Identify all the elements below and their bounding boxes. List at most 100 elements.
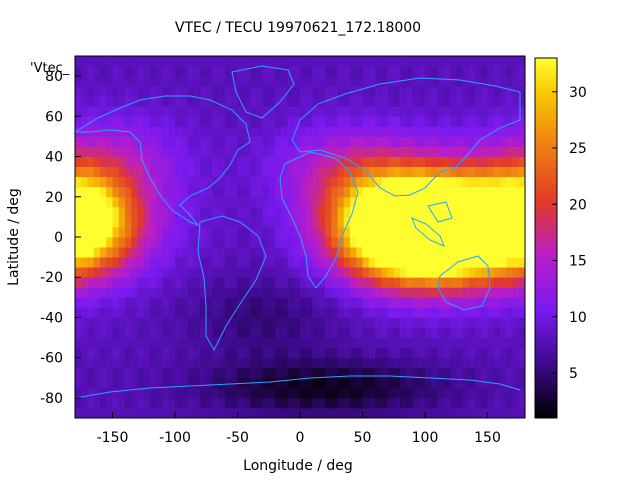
heatmap-cell: [331, 397, 338, 409]
heatmap-cell: [381, 146, 388, 157]
heatmap-cell: [231, 367, 238, 379]
heatmap-cell: [393, 237, 401, 248]
heatmap-cell: [193, 116, 201, 127]
heatmap-cell: [275, 176, 282, 188]
heatmap-cell: [137, 407, 145, 419]
heatmap-cell: [368, 397, 376, 409]
heatmap-cell: [125, 377, 132, 389]
heatmap-cell: [406, 407, 413, 419]
heatmap-cell: [281, 267, 288, 278]
heatmap-cell: [212, 327, 220, 338]
heatmap-cell: [312, 357, 320, 369]
coastline-europe-asia: [291, 77, 521, 197]
heatmap-cell: [356, 146, 363, 157]
heatmap-cell: [125, 196, 132, 208]
heatmap-cell: [275, 407, 282, 419]
heatmap-cell: [350, 337, 357, 349]
heatmap-cell: [256, 397, 263, 409]
heatmap-cell: [350, 377, 357, 389]
heatmap-cell: [143, 206, 151, 218]
heatmap-cell: [406, 216, 413, 228]
heatmap-cell: [125, 367, 132, 379]
heatmap-cell: [512, 287, 520, 298]
heatmap-cell: [418, 307, 426, 318]
heatmap-cell: [87, 86, 95, 97]
heatmap-cell: [268, 226, 276, 238]
heatmap-cell: [206, 277, 213, 288]
heatmap-cell: [150, 337, 157, 349]
heatmap-cell: [237, 367, 245, 379]
heatmap-cell: [175, 96, 182, 107]
heatmap-cell: [287, 407, 295, 419]
heatmap-cell: [256, 116, 263, 127]
heatmap-cell: [387, 357, 395, 369]
heatmap-cell: [175, 156, 182, 168]
heatmap-cell: [406, 226, 413, 238]
heatmap-cell: [412, 206, 420, 218]
heatmap-cell: [381, 76, 388, 87]
heatmap-cell: [231, 237, 238, 248]
heatmap-cell: [81, 166, 88, 178]
heatmap-cell: [181, 116, 188, 127]
heatmap-cell: [331, 106, 338, 117]
heatmap-cell: [137, 327, 145, 338]
heatmap-cell: [293, 146, 301, 157]
heatmap-cell: [137, 126, 145, 137]
heatmap-cell: [487, 327, 495, 338]
heatmap-cell: [375, 206, 382, 218]
heatmap-cell: [512, 196, 520, 208]
heatmap-cell: [106, 66, 113, 77]
heatmap-cell: [262, 86, 270, 97]
heatmap-cell: [237, 257, 245, 268]
heatmap-cell: [450, 226, 457, 238]
heatmap-cell: [450, 216, 457, 228]
heatmap-cell: [493, 126, 501, 137]
heatmap-cell: [193, 216, 201, 228]
heatmap-cell: [106, 126, 113, 137]
heatmap-cell: [312, 267, 320, 278]
heatmap-cell: [381, 397, 388, 409]
heatmap-cell: [400, 257, 407, 268]
heatmap-cell: [287, 166, 295, 178]
heatmap-cell: [475, 317, 482, 328]
heatmap-cell: [281, 337, 288, 349]
heatmap-cell: [225, 267, 232, 278]
heatmap-cell: [275, 387, 282, 399]
heatmap-cell: [218, 277, 226, 288]
x-tick-label: -50: [226, 430, 249, 446]
heatmap-cell: [300, 136, 307, 147]
heatmap-cell: [275, 347, 282, 359]
heatmap-cell: [337, 327, 345, 338]
heatmap-cell: [150, 277, 157, 288]
heatmap-cell: [137, 317, 145, 328]
heatmap-cell: [112, 206, 120, 218]
x-tick-label: -100: [159, 430, 191, 446]
heatmap-cell: [431, 146, 438, 157]
heatmap-cell: [500, 186, 507, 198]
heatmap-cell: [212, 76, 220, 87]
heatmap-cell: [300, 206, 307, 218]
heatmap-cell: [275, 146, 282, 157]
heatmap-cell: [93, 86, 101, 97]
heatmap-cell: [493, 86, 501, 97]
heatmap-cell: [225, 186, 232, 198]
heatmap-cell: [262, 297, 270, 308]
heatmap-cell: [512, 317, 520, 328]
heatmap-cell: [306, 196, 313, 208]
heatmap-cell: [281, 86, 288, 97]
heatmap-cell: [106, 297, 113, 308]
heatmap-cell: [506, 287, 513, 298]
heatmap-cell: [425, 257, 432, 268]
heatmap-cell: [237, 277, 245, 288]
heatmap-cell: [331, 307, 338, 318]
heatmap-cell: [206, 287, 213, 298]
heatmap-cell: [131, 166, 138, 178]
heatmap-cell: [168, 176, 176, 188]
heatmap-cell: [368, 106, 376, 117]
x-axis: -150 -100 -50 0 50 100 150: [97, 412, 501, 446]
heatmap-cell: [356, 387, 363, 399]
heatmap-cell: [343, 407, 351, 419]
heatmap-cell: [168, 56, 176, 67]
heatmap-cell: [231, 317, 238, 328]
heatmap-cell: [225, 176, 232, 188]
